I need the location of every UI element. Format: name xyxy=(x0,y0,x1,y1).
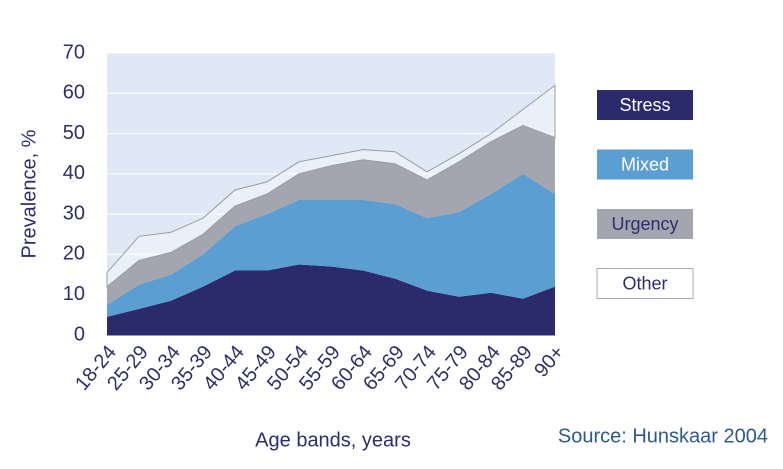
legend-swatch xyxy=(597,209,693,239)
y-tick-label: 50 xyxy=(63,122,85,144)
source-note: Source: Hunskaar 2004 xyxy=(558,425,768,447)
y-tick-label: 10 xyxy=(63,283,85,305)
x-tick-label: 90+ xyxy=(530,341,569,381)
y-tick-label: 0 xyxy=(74,323,85,345)
legend-label: Other xyxy=(622,273,667,293)
legend-swatch xyxy=(596,268,694,299)
legend-swatch xyxy=(597,149,693,180)
y-tick-label: 30 xyxy=(63,202,85,224)
area xyxy=(107,125,555,305)
legend-label: Mixed xyxy=(621,154,669,174)
y-tick-label: 60 xyxy=(63,82,85,104)
area xyxy=(107,264,555,335)
legend-label: Urgency xyxy=(611,214,678,234)
legend-swatch xyxy=(597,90,693,120)
area xyxy=(107,173,555,317)
y-tick-label: 70 xyxy=(63,41,85,63)
area xyxy=(106,84,556,288)
legend-label: Stress xyxy=(619,95,670,115)
y-tick-label: 40 xyxy=(63,162,85,184)
x-axis-label: Age bands, years xyxy=(255,429,411,451)
y-tick-label: 20 xyxy=(63,243,85,265)
y-axis-label: Prevalence, % xyxy=(18,129,40,258)
